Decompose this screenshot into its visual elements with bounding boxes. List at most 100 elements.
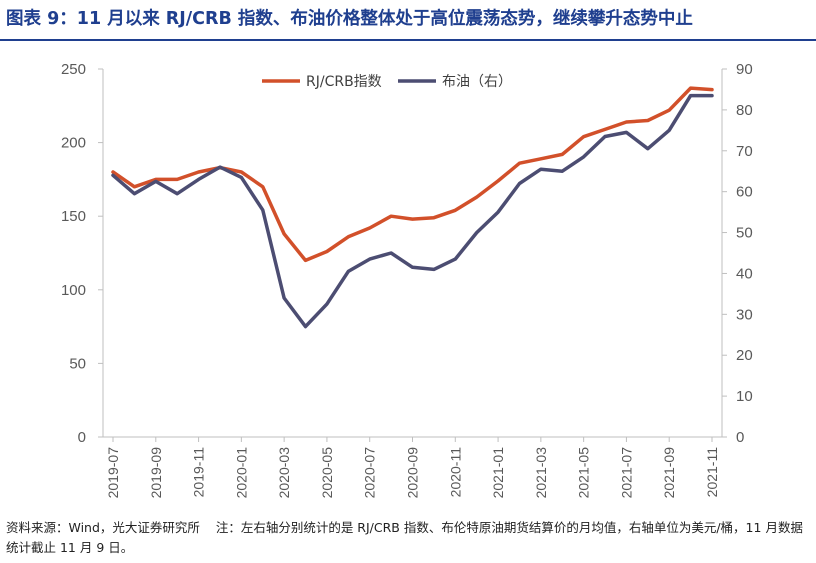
x-axis-tick-label: 2021-09 — [661, 447, 677, 499]
data-point-rj-crb — [197, 170, 200, 174]
data-point-rj-crb — [389, 215, 393, 218]
line-chart: 0 50 100 150 200 250 0 10 20 30 40 50 60 70 80 90 2019-0… — [61, 61, 753, 498]
x-axis-tick-label: 2021-11 — [704, 447, 720, 498]
right-axis-tick-label: 60 — [736, 184, 753, 201]
source-note: 资料来源：Wind，光大证券研究所 — [6, 520, 200, 535]
data-point-rj-crb — [368, 226, 371, 230]
right-axis-tick-label: 0 — [736, 429, 744, 446]
series-line-brent — [111, 93, 714, 329]
data-point-brent — [710, 94, 714, 97]
data-point-brent — [603, 135, 607, 138]
data-point-rj-crb — [625, 120, 628, 124]
data-point-rj-crb — [710, 88, 714, 91]
data-point-brent — [625, 131, 628, 134]
data-point-brent — [347, 270, 350, 273]
data-point-rj-crb — [133, 185, 136, 188]
data-point-rj-crb — [261, 185, 264, 188]
data-point-brent — [582, 155, 585, 159]
data-point-rj-crb — [304, 259, 307, 262]
data-point-rj-crb — [689, 86, 692, 90]
data-point-brent — [668, 129, 671, 132]
data-point-brent — [175, 192, 179, 195]
data-point-brent — [411, 266, 414, 269]
x-axis-tick-label: 2019-11 — [191, 447, 207, 498]
x-axis-tick-label: 2021-01 — [490, 447, 506, 499]
data-point-brent — [154, 180, 157, 183]
right-axis-tick-label: 30 — [736, 306, 753, 323]
data-point-rj-crb — [111, 170, 115, 174]
right-axis-tick-label: 90 — [736, 61, 753, 78]
data-point-rj-crb — [347, 235, 350, 239]
data-point-brent — [518, 182, 521, 185]
title-divider — [0, 39, 816, 41]
data-point-rj-crb — [411, 217, 414, 221]
data-point-rj-crb — [475, 195, 478, 199]
x-axis-tick-label: 2019-07 — [105, 447, 121, 499]
data-point-rj-crb — [240, 170, 243, 174]
data-point-rj-crb — [325, 250, 329, 253]
x-axis-tick-label: 2020-07 — [362, 447, 378, 499]
data-point-brent — [646, 147, 650, 150]
data-point-brent — [240, 176, 243, 179]
right-axis-tick-label: 10 — [736, 388, 753, 405]
data-point-rj-crb — [539, 157, 543, 160]
data-point-rj-crb — [646, 119, 650, 122]
data-point-rj-crb — [454, 209, 457, 212]
data-point-rj-crb — [668, 109, 671, 112]
data-point-rj-crb — [175, 178, 179, 181]
data-point-brent — [325, 302, 329, 306]
data-point-brent — [304, 325, 307, 328]
right-axis-tick-label: 70 — [736, 143, 753, 160]
data-point-brent — [389, 251, 393, 255]
data-point-brent — [561, 170, 564, 173]
data-point-rj-crb — [582, 135, 585, 138]
data-point-rj-crb — [496, 179, 500, 183]
data-point-brent — [282, 296, 286, 300]
x-axis-tick-label: 2020-05 — [319, 447, 335, 499]
data-point-brent — [261, 208, 264, 212]
left-axis-tick-label: 50 — [69, 355, 86, 372]
right-axis-tick-label: 50 — [736, 225, 753, 242]
data-point-brent — [689, 94, 692, 97]
x-axis-tick-label: 2020-11 — [447, 447, 463, 498]
data-point-brent — [218, 165, 222, 169]
right-axis-tick-label: 80 — [736, 102, 753, 119]
data-point-brent — [368, 257, 371, 261]
data-point-brent — [475, 231, 478, 234]
left-axis-tick-label: 250 — [61, 61, 86, 78]
right-axis-tick-label: 20 — [736, 347, 753, 364]
x-axis-tick-label: 2020-01 — [233, 447, 249, 499]
series-line-rj-crb — [111, 86, 714, 263]
data-point-rj-crb — [603, 128, 607, 131]
data-point-brent — [496, 210, 500, 214]
left-axis-tick-label: 150 — [61, 208, 86, 225]
series-layer — [111, 86, 714, 329]
legend: RJ/CRB指数 布油（右） — [262, 74, 512, 90]
data-point-brent — [197, 178, 200, 181]
data-point-brent — [539, 167, 543, 171]
data-point-rj-crb — [282, 232, 286, 236]
right-axis-tick-label: 40 — [736, 265, 753, 282]
x-axis-tick-label: 2021-05 — [576, 447, 592, 499]
data-point-brent — [454, 257, 457, 261]
legend-label-brent: 布油（右） — [442, 74, 512, 90]
axes-layer: 0 50 100 150 200 250 0 10 20 30 40 50 60 70 80 90 2019-0… — [61, 61, 753, 498]
x-axis-tick-label: 2021-07 — [618, 447, 634, 499]
x-axis-tick-label: 2020-09 — [405, 447, 421, 499]
chart-title: 图表 9：11 月以来 RJ/CRB 指数、布油价格整体处于高位震荡态势，继续攀… — [6, 9, 693, 29]
x-axis-tick-label: 2020-03 — [276, 447, 292, 499]
data-point-brent — [432, 268, 436, 271]
x-axis-tick-label: 2021-03 — [533, 447, 549, 499]
footnote: 注：左右轴分别统计的是 RJ/CRB 指数、布伦特原油期货结算价的月均值，右轴单… — [6, 520, 803, 555]
left-axis-tick-label: 0 — [78, 429, 86, 446]
data-point-rj-crb — [518, 162, 521, 165]
data-point-brent — [111, 174, 115, 177]
data-point-brent — [133, 192, 136, 195]
left-axis-tick-label: 100 — [61, 282, 86, 299]
data-point-rj-crb — [432, 216, 436, 219]
chart-footer: 资料来源：Wind，光大证券研究所 注：左右轴分别统计的是 RJ/CRB 指数、… — [6, 518, 812, 558]
legend-label-rj-crb: RJ/CRB指数 — [306, 74, 382, 90]
left-axis-tick-label: 200 — [61, 135, 86, 152]
data-point-rj-crb — [561, 153, 564, 156]
